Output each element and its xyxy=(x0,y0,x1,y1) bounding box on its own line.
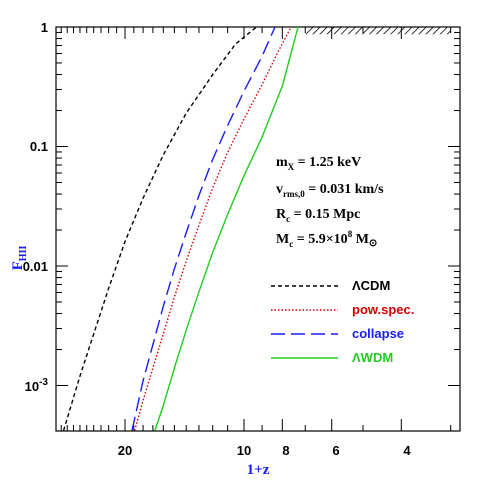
legend-label: ΛCDM xyxy=(352,278,390,293)
x-tick-label: 6 xyxy=(332,443,339,458)
legend-label: ΛWDM xyxy=(352,350,393,365)
x-tick-label: 8 xyxy=(282,443,289,458)
parameter-annotations: mX = 1.25 keV vrms,0 = 0.031 km/s Rc = 0… xyxy=(276,155,384,249)
annotation-mc: Mc = 5.9×108 M⊙ xyxy=(276,229,377,249)
x-tick-label: 10 xyxy=(237,443,251,458)
series-line-2 xyxy=(131,27,276,431)
y-tick-label: 10-3 xyxy=(25,377,49,394)
hatched-region xyxy=(305,27,451,35)
x-tick-label: 4 xyxy=(403,443,411,458)
annotation-vrms: vrms,0 = 0.031 km/s xyxy=(276,182,384,199)
series-line-3 xyxy=(154,27,299,431)
axis-ticks xyxy=(56,26,460,431)
y-tick-label: 0.1 xyxy=(30,139,48,154)
x-axis-label: 1+z xyxy=(247,462,270,478)
plot-frame xyxy=(55,26,461,432)
series-line-0 xyxy=(62,27,257,431)
x-tick-label: 20 xyxy=(118,443,132,458)
annotation-rc: Rc = 0.15 Mpc xyxy=(276,207,360,224)
y-tick-label: 1 xyxy=(41,20,48,35)
y-tick-label: 0.01 xyxy=(23,259,48,274)
annotation-mx: mX = 1.25 keV xyxy=(276,155,361,172)
series-line-1 xyxy=(134,27,292,431)
legend-label: pow.spec. xyxy=(352,302,414,317)
legend: ΛCDM pow.spec. collapse ΛWDM xyxy=(271,278,414,365)
legend-label: collapse xyxy=(352,326,404,341)
series-group xyxy=(62,27,299,431)
